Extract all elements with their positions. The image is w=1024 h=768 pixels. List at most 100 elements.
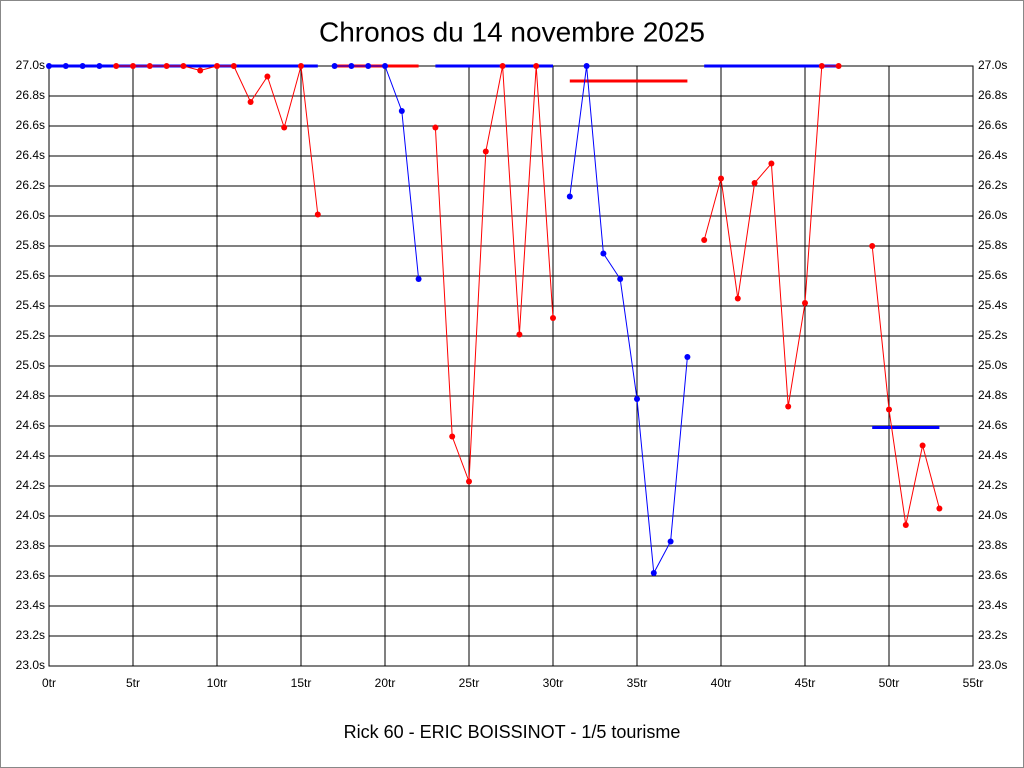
y2-tick-label: 26.8s — [978, 88, 1007, 102]
data-point — [130, 63, 136, 69]
y-tick-label: 24.0s — [16, 508, 45, 522]
y-tick-label: 26.6s — [16, 118, 45, 132]
y-tick-label: 26.0s — [16, 208, 45, 222]
y2-tick-label: 24.4s — [978, 448, 1007, 462]
y-tick-label: 25.6s — [16, 268, 45, 282]
data-point — [617, 276, 624, 282]
series-line — [434, 65, 554, 482]
chart-title: Chronos du 14 novembre 2025 — [319, 16, 705, 47]
data-point — [382, 63, 388, 69]
y2-tick-label: 26.2s — [978, 178, 1007, 192]
data-point — [449, 433, 456, 440]
chart-subtitle: Rick 60 - ERIC BOISSINOT - 1/5 tourisme — [344, 722, 681, 742]
y-tick-label: 25.4s — [16, 298, 45, 312]
data-point — [197, 67, 204, 74]
y2-tick-label: 24.2s — [978, 478, 1007, 492]
data-point — [214, 63, 220, 69]
data-point — [919, 442, 926, 449]
data-point — [46, 63, 52, 69]
y2-tick-label: 25.4s — [978, 298, 1007, 312]
y2-tick-label: 24.0s — [978, 508, 1007, 522]
y2-tick-label: 26.0s — [978, 208, 1007, 222]
y-tick-label: 24.6s — [16, 418, 45, 432]
y2-tick-label: 23.2s — [978, 628, 1007, 642]
data-point — [482, 148, 489, 155]
y-tick-label: 24.8s — [16, 388, 45, 402]
data-point — [802, 300, 808, 306]
data-point — [701, 237, 708, 243]
x-tick-label: 15tr — [291, 676, 312, 690]
data-point — [718, 175, 724, 182]
y2-tick-label: 25.8s — [978, 238, 1007, 252]
data-point — [314, 211, 321, 218]
x-tick-label: 0tr — [42, 676, 56, 690]
data-point — [113, 63, 120, 69]
x-tick-label: 45tr — [795, 676, 816, 690]
y-tick-label: 23.6s — [16, 568, 45, 582]
data-point — [751, 180, 758, 186]
y-tick-label: 25.8s — [16, 238, 45, 252]
data-point — [499, 63, 506, 69]
data-point — [415, 276, 422, 282]
y-tick-label: 26.8s — [16, 88, 45, 102]
y-tick-label: 24.2s — [16, 478, 45, 492]
data-point — [667, 538, 674, 545]
data-point — [600, 250, 607, 257]
data-point — [634, 396, 640, 402]
data-point — [533, 63, 540, 69]
y2-tick-label: 23.8s — [978, 538, 1007, 552]
data-point — [516, 331, 523, 338]
y2-tick-label: 23.0s — [978, 658, 1007, 672]
data-point — [398, 108, 405, 114]
data-point — [247, 99, 254, 105]
data-point — [818, 63, 825, 69]
data-point — [281, 124, 288, 131]
data-point — [684, 354, 691, 360]
y-tick-label: 23.2s — [16, 628, 45, 642]
data-point — [835, 63, 842, 69]
x-tick-label: 40tr — [711, 676, 732, 690]
y-tick-label: 25.2s — [16, 328, 45, 342]
data-point — [432, 124, 439, 131]
data-point — [163, 63, 170, 69]
x-tick-label: 55tr — [963, 676, 984, 690]
x-tick-label: 30tr — [543, 676, 564, 690]
y2-tick-label: 27.0s — [978, 58, 1007, 72]
y-tick-label: 25.0s — [16, 358, 45, 372]
y2-tick-label: 24.8s — [978, 388, 1007, 402]
y2-tick-label: 26.6s — [978, 118, 1007, 132]
y-tick-label: 23.8s — [16, 538, 45, 552]
data-point — [785, 403, 792, 410]
data-point — [180, 63, 187, 69]
y2-tick-label: 26.4s — [978, 148, 1007, 162]
y2-tick-label: 25.2s — [978, 328, 1007, 342]
data-point — [768, 160, 775, 167]
data-point — [734, 295, 741, 302]
series-line — [569, 65, 688, 575]
y-tick-label: 23.0s — [16, 658, 45, 672]
data-point — [583, 63, 590, 69]
y2-tick-label: 23.6s — [978, 568, 1007, 582]
data-point — [936, 505, 943, 512]
data-point — [331, 63, 338, 69]
data-point — [566, 193, 573, 200]
y2-tick-label: 25.0s — [978, 358, 1007, 372]
data-point — [79, 63, 86, 69]
data-point — [264, 73, 271, 80]
data-point — [298, 63, 304, 69]
data-point — [230, 63, 237, 69]
x-tick-label: 10tr — [207, 676, 228, 690]
y2-tick-label: 24.6s — [978, 418, 1007, 432]
y-tick-label: 27.0s — [16, 58, 45, 72]
x-tick-label: 20tr — [375, 676, 396, 690]
x-tick-label: 25tr — [459, 676, 480, 690]
y2-tick-label: 25.6s — [978, 268, 1007, 282]
data-point — [902, 522, 909, 528]
y-tick-label: 26.4s — [16, 148, 45, 162]
data-point — [466, 478, 472, 485]
x-tick-label: 50tr — [879, 676, 900, 690]
data-point — [550, 315, 556, 321]
